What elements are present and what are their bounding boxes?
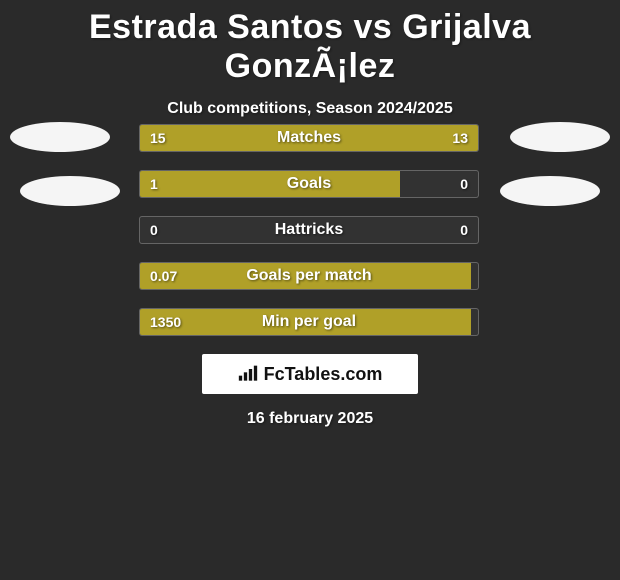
- stat-bar-row: 1Goals0: [139, 170, 479, 198]
- stat-label: Matches: [140, 129, 478, 147]
- logo-text: FcTables.com: [264, 364, 383, 385]
- player2-avatar-top: [510, 122, 610, 152]
- logo-box[interactable]: FcTables.com: [202, 354, 418, 394]
- player1-avatar-bottom: [20, 176, 120, 206]
- subtitle: Club competitions, Season 2024/2025: [0, 100, 620, 118]
- player1-avatar-top: [10, 122, 110, 152]
- stat-right-value: 13: [452, 130, 468, 146]
- stat-right-value: 0: [460, 176, 468, 192]
- stat-bar-row: 1350Min per goal: [139, 308, 479, 336]
- stat-bars: 15Matches131Goals00Hattricks00.07Goals p…: [139, 124, 479, 354]
- date-text: 16 february 2025: [0, 410, 620, 428]
- page-title: Estrada Santos vs Grijalva GonzÃ¡lez: [0, 0, 620, 86]
- stat-bar-row: 0Hattricks0: [139, 216, 479, 244]
- stat-label: Goals: [140, 175, 478, 193]
- stat-right-value: 0: [460, 222, 468, 238]
- stat-bar-row: 0.07Goals per match: [139, 262, 479, 290]
- stat-label: Goals per match: [140, 267, 478, 285]
- stat-label: Min per goal: [140, 313, 478, 331]
- bar-chart-icon: [238, 365, 258, 383]
- stat-label: Hattricks: [140, 221, 478, 239]
- stat-bar-row: 15Matches13: [139, 124, 479, 152]
- player2-avatar-bottom: [500, 176, 600, 206]
